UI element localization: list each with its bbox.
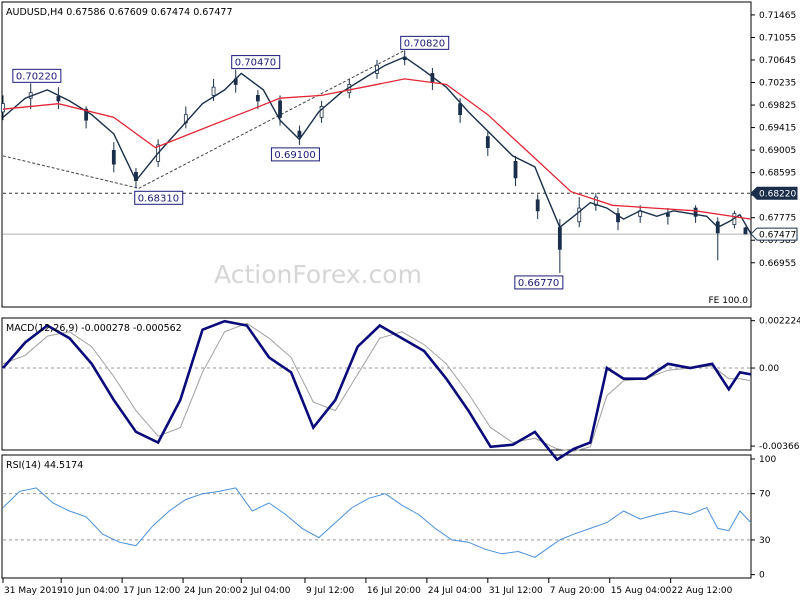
rsi-panel: [1, 454, 752, 579]
annotation-label: 0.68310: [138, 193, 179, 204]
price-y-tick-label: 0.70235: [759, 79, 796, 89]
price-y-tick-label: 0.69415: [759, 124, 796, 134]
x-axis: 31 May 2019 10 Jun 04:00 17 Jun 12:00 24 Ju…: [2, 578, 733, 596]
candle-body: [557, 226, 562, 250]
moving-average-line: [2, 78, 752, 220]
price-y-tick-label: 0.69825: [759, 101, 796, 111]
annotation-label: 0.69100: [274, 150, 315, 161]
rsi-y-axis: 100 70 30 0: [3, 455, 776, 581]
x-tick-label: 15 Aug 04:00: [611, 586, 672, 596]
x-tick-label: 7 Aug 20:00: [550, 586, 605, 596]
price-badge-label: 0.67477: [759, 231, 796, 241]
price-y-tick-label: 0.71055: [759, 33, 796, 43]
price-badge: [750, 186, 798, 200]
candle-body: [84, 108, 89, 121]
price-badge: [750, 227, 798, 241]
rsi-y-tick-label: 70: [759, 490, 771, 500]
swing-annotations: 0.70220 0.68310 0.70470 0.69100 0.70820 0.667…: [12, 35, 564, 290]
candle-body: [255, 95, 260, 102]
x-tick-label: 24 Jul 04:00: [428, 586, 482, 596]
x-tick-label: 24 Jun 20:00: [184, 586, 241, 596]
trendline: [2, 155, 139, 189]
macd-y-tick-label: 0.00: [759, 364, 779, 374]
annotation-label: 0.70220: [16, 71, 57, 82]
candle-body: [513, 160, 518, 179]
candle-body: [278, 100, 282, 118]
candle-body: [665, 213, 670, 217]
macd-y-tick-label: -0.003667: [759, 442, 800, 452]
candle-body: [743, 227, 748, 235]
annotation-box: [514, 275, 564, 290]
watermark: ActionForex.com: [214, 260, 422, 289]
trendlines: [2, 49, 405, 189]
annotation-box: [231, 55, 281, 70]
annotation-box: [134, 190, 184, 205]
rsi-y-tick-label: 0: [759, 571, 765, 581]
price-y-tick-label: 0.67365: [759, 236, 796, 246]
x-tick-label: 31 Jul 12:00: [489, 586, 543, 596]
x-tick-label: 2 Jul 04:00: [242, 586, 291, 596]
annotation-label: 0.66770: [518, 278, 559, 289]
fe-label: FE 100.0: [709, 296, 749, 306]
price-badge-label: 0.68220: [759, 190, 796, 200]
x-tick-label: 16 Jul 20:00: [367, 586, 421, 596]
macd-y-tick-label: 0.002224: [759, 317, 800, 327]
rsi-y-tick-label: 100: [759, 455, 776, 465]
price-y-tick-label: 0.69005: [759, 146, 796, 156]
candle-body: [577, 207, 582, 223]
annotation-label: 0.70470: [235, 58, 276, 69]
price-y-tick-label: 0.67775: [759, 214, 796, 224]
macd-panel: [1, 317, 752, 451]
x-tick-label: 9 Jul 12:00: [306, 586, 355, 596]
x-tick-label: 10 Jun 04:00: [62, 586, 119, 596]
candle-body: [297, 130, 302, 138]
price-panel-title: AUDUSD,H4 0.67586 0.67609 0.67474 0.6747…: [6, 7, 233, 18]
annotation-box: [400, 35, 450, 50]
macd-panel-title: MACD(12,26,9) -0.000278 -0.000562: [6, 323, 182, 334]
price-close-line: [2, 56, 752, 235]
price-y-tick-label: 0.66955: [759, 259, 796, 269]
price-y-tick-label: 0.70645: [759, 56, 796, 66]
macd-y-axis: 0.002224 0.00 -0.003667: [3, 317, 800, 452]
candle-body: [111, 149, 116, 165]
x-tick-label: 22 Aug 12:00: [672, 586, 733, 596]
x-tick-label: 17 Jun 12:00: [123, 586, 180, 596]
annotation-box: [270, 147, 320, 162]
price-reference-lines: [3, 192, 751, 235]
annotation-box: [12, 68, 62, 83]
candle-body: [616, 213, 620, 223]
price-panel: [1, 1, 752, 308]
rsi-panel-title: RSI(14) 44.5174: [6, 460, 83, 471]
candle-body: [211, 86, 216, 96]
candle-body: [593, 196, 598, 206]
macd-line: [2, 319, 752, 462]
rsi-line: [2, 487, 752, 558]
candle-body: [693, 207, 698, 217]
rsi-y-tick-label: 30: [759, 536, 771, 546]
annotation-label: 0.70820: [404, 38, 445, 49]
price-y-tick-label: 0.71465: [759, 11, 796, 21]
candle-body: [535, 199, 540, 212]
x-tick-label: 31 May 2019: [4, 586, 63, 596]
candle-body: [1, 103, 5, 113]
candle-body: [319, 106, 324, 118]
price-badges: 0.68220 0.67477: [750, 186, 798, 241]
candle-body: [485, 136, 490, 149]
price-y-tick-label: 0.68595: [759, 169, 796, 179]
candle-body: [56, 96, 61, 102]
candle-body: [458, 103, 463, 116]
